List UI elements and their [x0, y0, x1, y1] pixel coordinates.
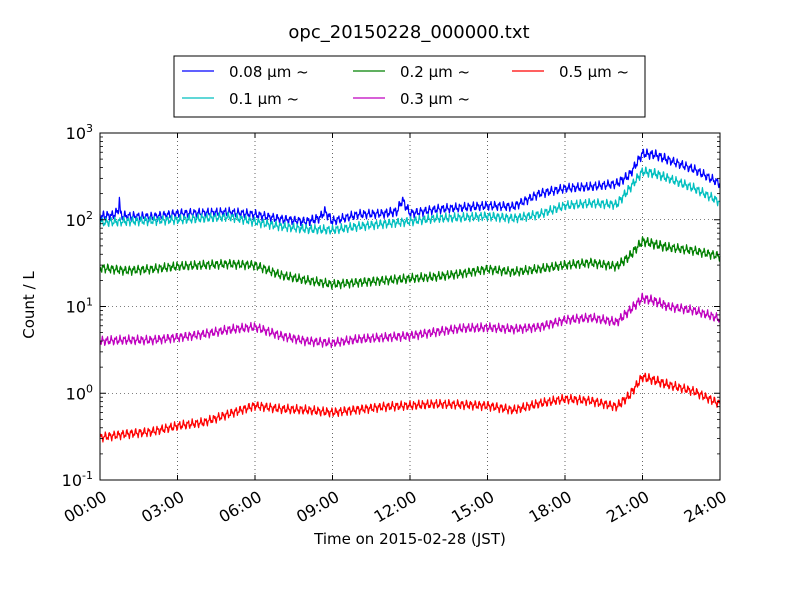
y-tick-label: 103: [66, 122, 93, 143]
series-line: [99, 148, 721, 227]
y-tick-label: 102: [66, 209, 93, 230]
legend-entry: 0.3 μm ~: [353, 90, 470, 108]
series-layer: [99, 148, 721, 443]
legend-entry: 0.5 μm ~: [512, 63, 629, 81]
series-line: [99, 372, 721, 443]
chart-title: opc_20150228_000000.txt: [288, 22, 529, 43]
legend-label: 0.5 μm ~: [559, 63, 629, 81]
y-tick-label: 10-1: [62, 469, 93, 490]
legend-label: 0.1 μm ~: [229, 90, 299, 108]
legend: 0.08 μm ~ 0.1 μm ~ 0.2 μm ~ 0.3 μm ~ 0.5…: [173, 55, 646, 118]
legend-entry: 0.1 μm ~: [182, 90, 299, 108]
series-line: [99, 236, 721, 290]
x-axis-label: Time on 2015-02-28 (JST): [313, 530, 506, 548]
legend-label: 0.3 μm ~: [400, 90, 470, 108]
y-tick-label: 100: [66, 382, 93, 403]
legend-entry: 0.2 μm ~: [353, 63, 470, 81]
grid: [100, 133, 720, 480]
series-line: [99, 292, 721, 349]
series-line: [99, 166, 721, 235]
y-axis-label: Count / L: [20, 271, 38, 339]
legend-label: 0.08 μm ~: [229, 63, 309, 81]
legend-entry: 0.08 μm ~: [182, 63, 309, 81]
legend-label: 0.2 μm ~: [400, 63, 470, 81]
y-tick-label: 101: [66, 296, 93, 317]
